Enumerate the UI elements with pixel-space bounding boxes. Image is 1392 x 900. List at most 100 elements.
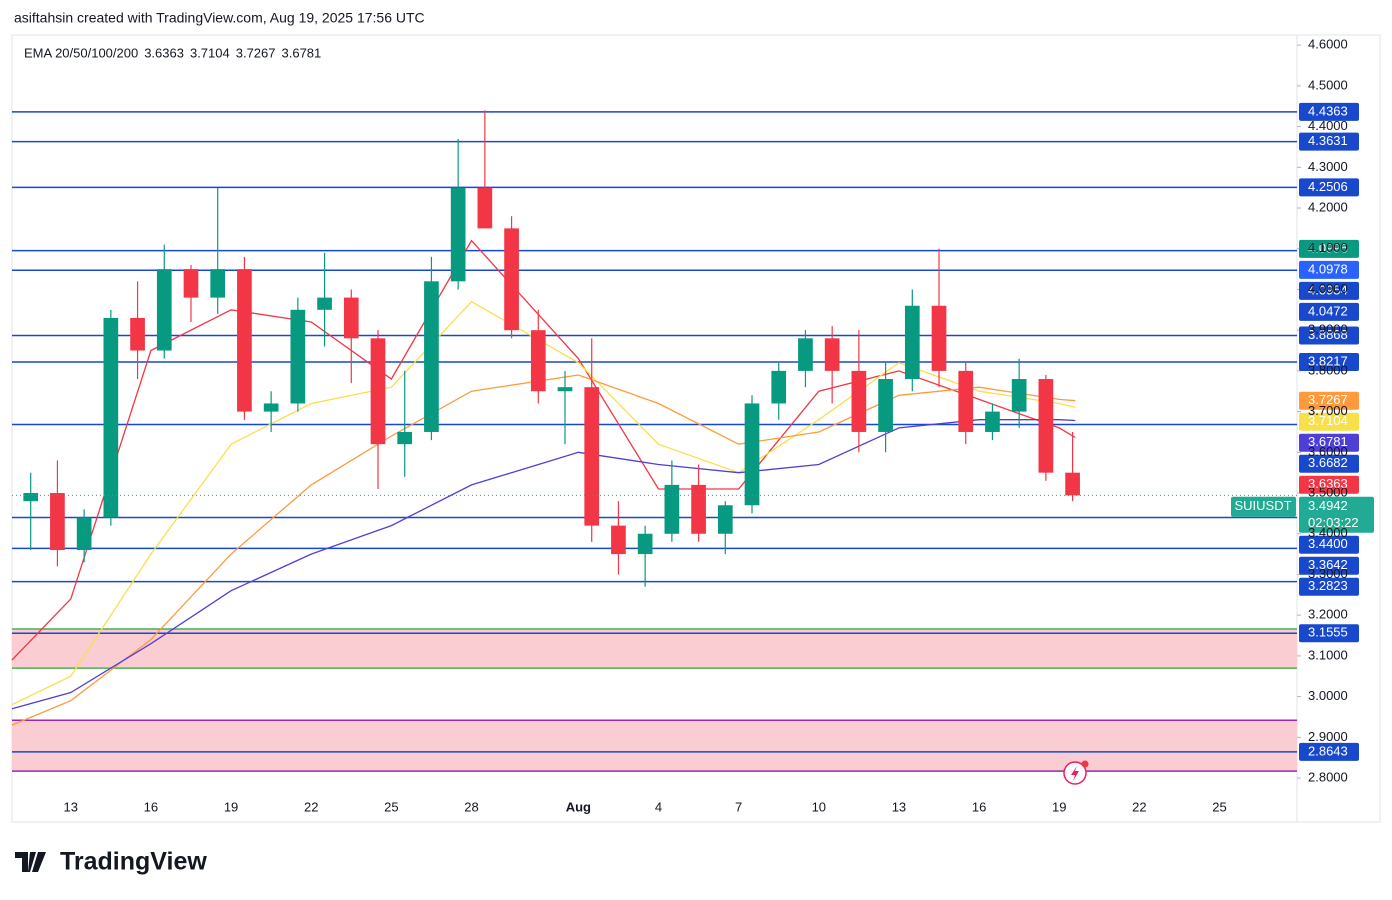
price-tag-label: 3.4400 [1308,536,1348,551]
x-tick-label: 19 [224,799,238,814]
y-tick-label: 4.3000 [1308,159,1348,174]
price-tag [1299,535,1359,554]
candle-body [50,493,65,551]
x-tick-label: 10 [812,799,826,814]
candle-body [504,228,519,331]
price-tag-label: 2.8643 [1308,743,1348,758]
price-tag-label: 4.0472 [1308,303,1348,318]
candle-body [851,370,867,432]
price-tag-label: 3.7104 [1308,413,1348,428]
price-tag [1299,624,1359,643]
chart-frame [11,34,1381,823]
x-tick-label: 7 [735,799,742,814]
legend-value: 3.7267 [236,45,276,60]
price-tag [1299,178,1359,197]
candle-body [130,317,145,351]
legend-value: 3.6363 [144,45,184,60]
candle-body [985,411,1000,432]
candle-body [664,484,680,534]
x-tick-label: 16 [972,799,986,814]
price-tag-label: 3.6363 [1308,476,1348,491]
last-price-value: 3.4942 [1308,498,1348,513]
x-tick-label: 13 [64,799,78,814]
candle-body [691,484,706,534]
y-tick-label: 3.3000 [1308,566,1348,581]
price-tag [1299,475,1359,494]
y-tick-label: 3.6000 [1308,444,1348,459]
price-tag [1299,281,1359,300]
candle-body [370,338,386,445]
price-tag-label: 3.6682 [1308,455,1348,470]
price-tag [1299,391,1359,410]
y-tick-label: 3.9000 [1308,322,1348,337]
candle-body [878,379,893,432]
candle-body [1038,379,1054,473]
alert-icon [1063,760,1089,785]
candle-body [237,269,252,412]
symbol-tag [1231,496,1296,517]
price-tag [1299,433,1359,452]
legend-value: 3.6781 [282,45,322,60]
candle-body [183,269,199,298]
price-tag [1299,302,1359,321]
candle-body [317,297,332,310]
price-tag-label: 3.3642 [1308,557,1348,572]
price-tag-label: 3.6781 [1308,434,1348,449]
price-tag [1299,132,1359,151]
y-tick-label: 3.2000 [1308,607,1348,622]
price-tag-label: 3.1555 [1308,625,1348,640]
x-tick-label: 22 [304,799,318,814]
candle-body [450,187,466,282]
legend: EMA 20/50/100/200 3.6363 3.7104 3.7267 3.67… [24,45,321,60]
ema-line [11,419,1076,710]
legend-value: 3.7104 [190,45,230,60]
x-tick-label: 25 [1212,799,1226,814]
y-tick-label: 4.0000 [1308,281,1348,296]
candle-body [771,370,787,404]
candle-body [824,338,840,371]
x-tick-label: 25 [384,799,398,814]
price-tag-label: 4.3631 [1308,133,1348,148]
last-price-tag [1299,496,1374,533]
y-tick-label: 4.1000 [1308,240,1348,255]
price-tag [1299,353,1359,372]
candle-body [343,297,359,339]
candle-body [156,269,172,351]
price-tag [1299,326,1359,345]
countdown: 02:03:22 [1308,515,1359,530]
y-tick-label: 3.4000 [1308,525,1348,540]
x-tick-label: 16 [144,799,158,814]
candle-body [904,305,920,380]
y-tick-label: 3.1000 [1308,647,1348,662]
candle-body [611,525,626,555]
y-tick-label: 4.2000 [1308,199,1348,214]
ema-line [11,374,1076,726]
logo: TradingView [15,848,207,876]
price-tag-label: 4.2506 [1308,179,1348,194]
legend-title: EMA 20/50/100/200 [24,45,138,60]
zone [12,629,1297,669]
price-tag-label: 4.0996 [1308,240,1348,255]
y-tick-label: 3.7000 [1308,403,1348,418]
x-tick-label: 4 [655,799,662,814]
y-tick-label: 4.4000 [1308,118,1348,133]
x-tick-label: 22 [1132,799,1146,814]
price-tag [1299,556,1359,575]
price-tag-label: 4.0978 [1308,261,1348,276]
price-tag-label: 3.2823 [1308,578,1348,593]
price-tag-label: 4.0954 [1308,282,1348,297]
price-tag-label: 4.4363 [1308,103,1348,118]
candle-body [263,403,279,412]
logo-text: TradingView [60,848,207,876]
y-tick-label: 4.5000 [1308,77,1348,92]
y-tick-label: 3.8000 [1308,362,1348,377]
price-tags: 4.4363 4.3631 4.2506 4.0996 4.0978 4.0954 4.04… [1231,102,1374,761]
price-tag [1299,454,1359,473]
candle-body [931,305,947,371]
candle-body [477,187,493,229]
x-tick-label: 19 [1052,799,1066,814]
plot-area: 13 16 19 22 25 28 Aug 4 7 10 13 16 19 22 25 [11,44,1301,814]
y-tick-label: 4.6000 [1308,37,1348,52]
